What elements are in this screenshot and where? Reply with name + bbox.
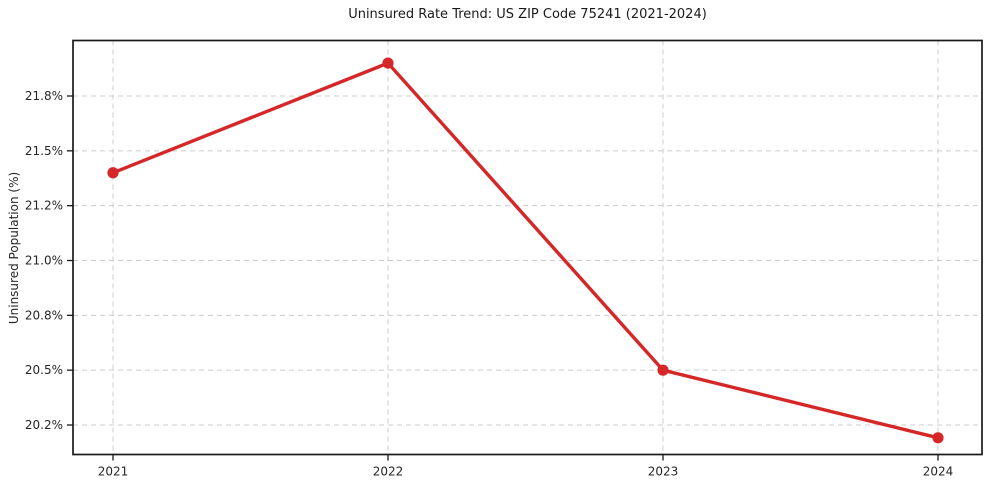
x-tick-label: 2024: [923, 465, 954, 479]
y-tick-label: 20.8%: [25, 308, 63, 322]
y-axis-label: Uninsured Population (%): [7, 171, 21, 325]
y-tick-label: 20.2%: [25, 418, 63, 432]
data-point-2022: [382, 57, 394, 69]
x-tick-label: 2021: [98, 465, 129, 479]
y-tick-label: 21.5%: [25, 144, 63, 158]
chart-title: Uninsured Rate Trend: US ZIP Code 75241 …: [348, 7, 707, 22]
trend-line: [111, 61, 940, 440]
x-tick-label: 2023: [648, 465, 679, 479]
plot-border: [72, 39, 983, 456]
x-tick-label: 2022: [373, 465, 404, 479]
y-tick-label: 20.5%: [25, 363, 63, 377]
y-tick-label: 21.8%: [25, 89, 63, 103]
y-tick-label: 21.2%: [25, 199, 63, 213]
data-point-2023: [657, 364, 669, 376]
data-point-2024: [932, 432, 944, 444]
y-tick-label: 21.0%: [25, 254, 63, 268]
data-point-2021: [107, 167, 119, 179]
